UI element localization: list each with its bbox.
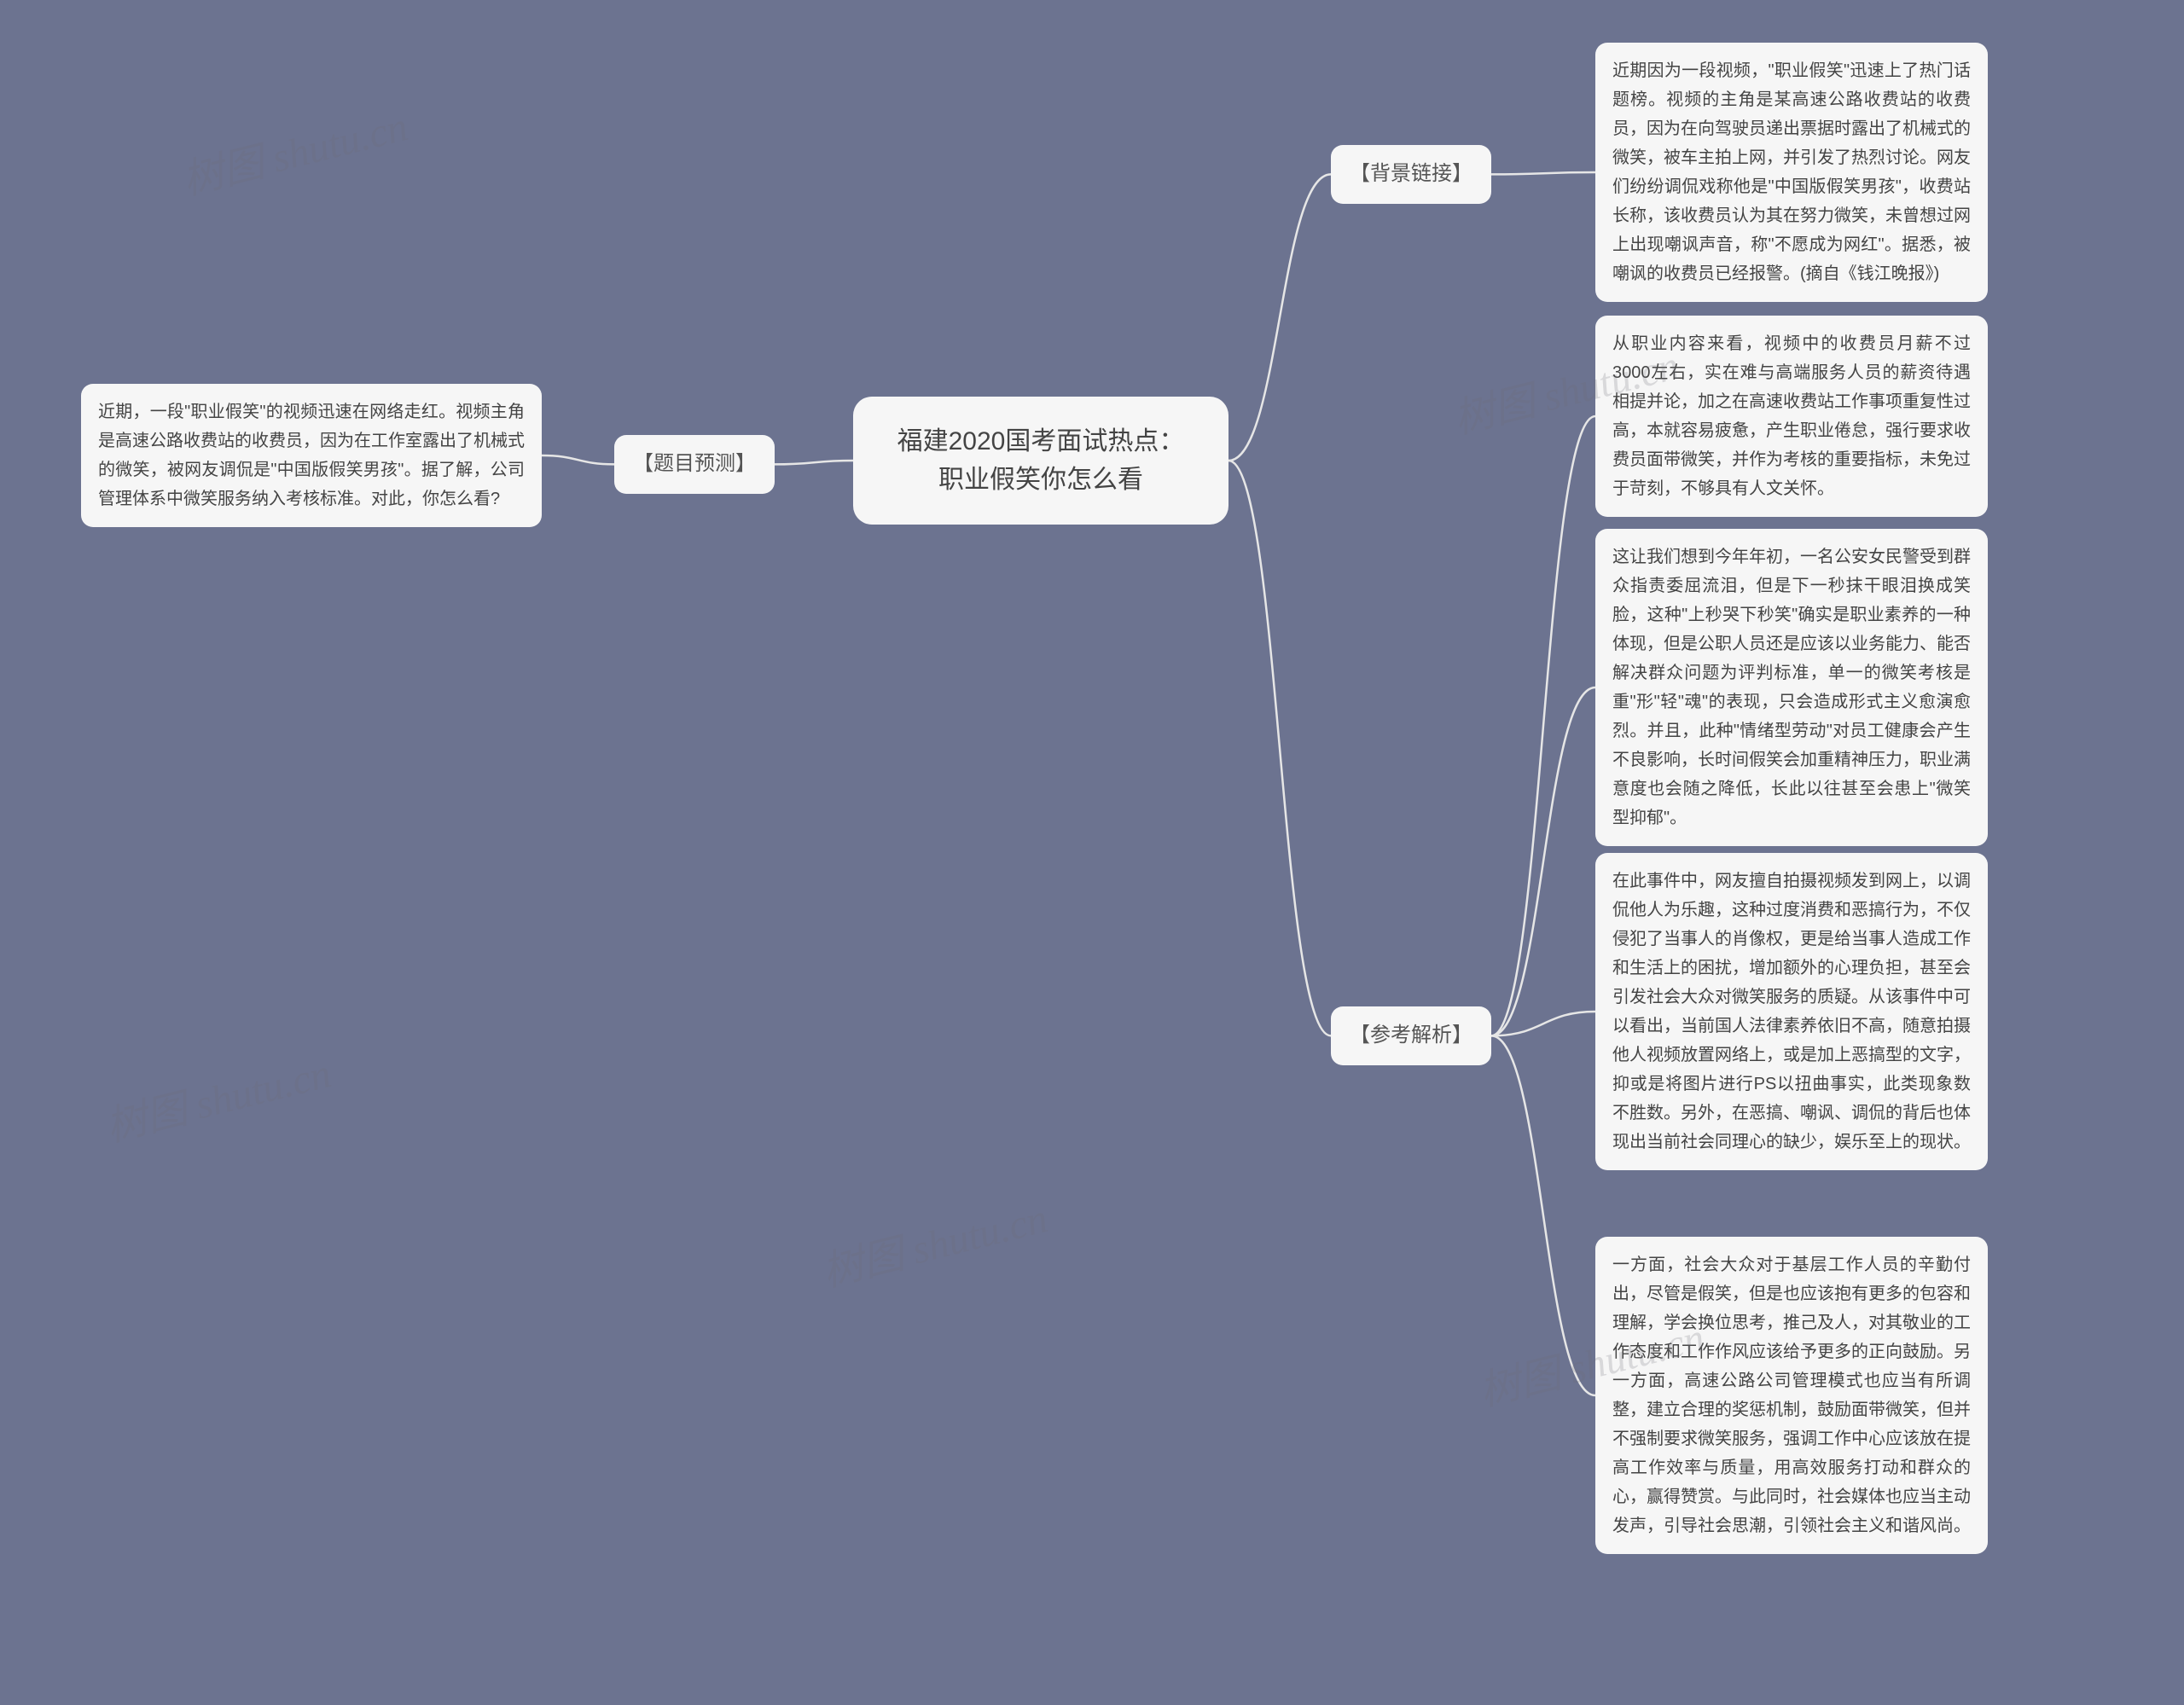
- leaf-right-1-2: 在此事件中，网友擅自拍摄视频发到网上，以调侃他人为乐趣，这种过度消费和恶搞行为，…: [1595, 853, 1988, 1170]
- branch-right-0-label: 【背景链接】: [1350, 162, 1472, 185]
- leaf-right-1-0-text: 从职业内容来看，视频中的收费员月薪不过3000左右，实在难与高端服务人员的薪资待…: [1612, 334, 1971, 498]
- leaf-right-1-1: 这让我们想到今年年初，一名公安女民警受到群众指责委屈流泪，但是下一秒抹干眼泪换成…: [1595, 529, 1988, 846]
- leaf-right-1-3: 一方面，社会大众对于基层工作人员的辛勤付出，尽管是假笑，但是也应该抱有更多的包容…: [1595, 1237, 1988, 1554]
- leaf-left-0: 近期，一段"职业假笑"的视频迅速在网络走红。视频主角是高速公路收费站的收费员，因…: [81, 384, 542, 527]
- branch-right-0: 【背景链接】: [1331, 145, 1491, 204]
- leaf-right-1-3-text: 一方面，社会大众对于基层工作人员的辛勤付出，尽管是假笑，但是也应该抱有更多的包容…: [1612, 1256, 1971, 1535]
- center-node: 福建2020国考面试热点： 职业假笑你怎么看: [853, 397, 1228, 525]
- leaf-right-0-0: 近期因为一段视频，"职业假笑"迅速上了热门话题榜。视频的主角是某高速公路收费站的…: [1595, 43, 1988, 302]
- branch-left: 【题目预测】: [614, 435, 775, 494]
- branch-left-label: 【题目预测】: [633, 452, 756, 475]
- leaf-left-0-text: 近期，一段"职业假笑"的视频迅速在网络走红。视频主角是高速公路收费站的收费员，因…: [98, 403, 525, 508]
- center-title-line1: 福建2020国考面试热点：: [887, 422, 1194, 461]
- leaf-right-1-0: 从职业内容来看，视频中的收费员月薪不过3000左右，实在难与高端服务人员的薪资待…: [1595, 316, 1988, 517]
- branch-right-1-label: 【参考解析】: [1350, 1024, 1472, 1047]
- branch-right-1: 【参考解析】: [1331, 1006, 1491, 1065]
- leaf-right-1-1-text: 这让我们想到今年年初，一名公安女民警受到群众指责委屈流泪，但是下一秒抹干眼泪换成…: [1612, 548, 1971, 827]
- leaf-right-0-0-text: 近期因为一段视频，"职业假笑"迅速上了热门话题榜。视频的主角是某高速公路收费站的…: [1612, 61, 1971, 283]
- center-title-line2: 职业假笑你怎么看: [887, 461, 1194, 499]
- leaf-right-1-2-text: 在此事件中，网友擅自拍摄视频发到网上，以调侃他人为乐趣，这种过度消费和恶搞行为，…: [1612, 872, 1971, 1151]
